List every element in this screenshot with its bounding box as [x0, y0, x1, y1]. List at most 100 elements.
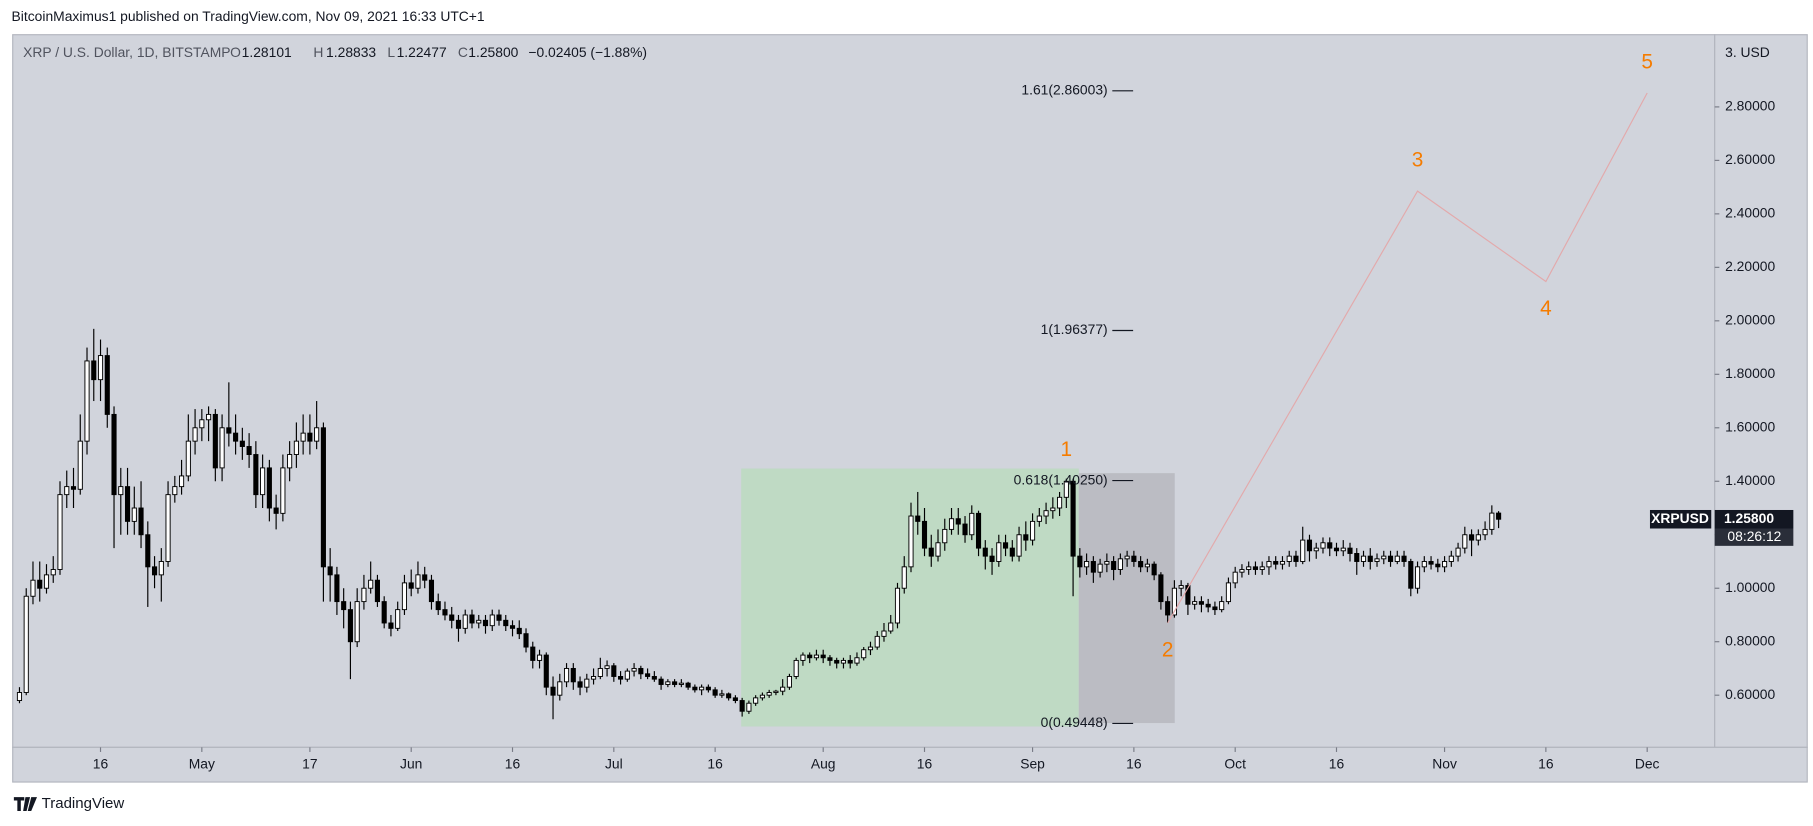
candle-body-down	[226, 427, 232, 434]
candle-body-down	[577, 681, 583, 688]
x-tick-label: Dec	[1635, 755, 1660, 771]
candle-body-up	[489, 614, 495, 627]
candle-body-up	[314, 427, 320, 442]
wave-label: 1	[1061, 438, 1073, 461]
candle-body-down	[726, 693, 732, 699]
candle-body-up	[874, 635, 880, 648]
candle-body-down	[1131, 555, 1137, 562]
candle-body-up	[84, 360, 90, 442]
candle-body-up	[1117, 558, 1123, 570]
candle-body-up	[901, 566, 907, 589]
candle-body-down	[530, 646, 536, 661]
candle-body-down	[327, 566, 333, 576]
candle-body-up	[219, 427, 225, 469]
legend-high-label: H	[313, 44, 323, 60]
candle-body-up	[1414, 566, 1421, 589]
candle-body-down	[834, 659, 840, 664]
candle-body-up	[854, 657, 860, 664]
candle-body-up	[77, 440, 83, 490]
x-tick-label: Jun	[400, 755, 422, 771]
publish-header: BitcoinMaximus1 published on TradingView…	[12, 8, 485, 24]
candle-body-down	[516, 627, 522, 635]
x-tick-label: 16	[917, 755, 933, 771]
candle-body-up	[1016, 534, 1022, 557]
candle-body-up	[1475, 534, 1481, 541]
candle-body-down	[449, 614, 455, 621]
candle-body-up	[1178, 585, 1184, 589]
y-tick-label: 1.80000	[1725, 365, 1775, 381]
candle-body-up	[1320, 542, 1326, 549]
candle-body-up	[43, 574, 50, 589]
candle-body-up	[1144, 563, 1150, 568]
candle-body-up	[563, 667, 570, 683]
candle-body-down	[455, 619, 462, 629]
candle-body-up	[1455, 547, 1461, 557]
candle-body-up	[604, 665, 610, 669]
fib-level-label: 1(1.96377)	[1041, 321, 1108, 337]
x-tick-label: 16	[1329, 755, 1345, 771]
candle-body-down	[1212, 606, 1218, 611]
y-tick-label: 2.80000	[1725, 98, 1775, 114]
legend-close-label: C	[458, 44, 468, 60]
candle-body-up	[293, 440, 299, 455]
candle-body-up	[415, 574, 421, 589]
x-tick-label: May	[189, 755, 215, 771]
candle-body-down	[239, 440, 245, 447]
candle-body-down	[962, 523, 968, 536]
candle-body-down	[1138, 561, 1144, 568]
candle-body-up	[1462, 534, 1468, 549]
legend-close: 1.25800	[468, 44, 518, 60]
candle-body-up	[1063, 480, 1069, 498]
candle-body-down	[1306, 539, 1313, 552]
candle-body-down	[847, 659, 853, 664]
y-tick-label: 2.60000	[1725, 151, 1775, 167]
candle-body-up	[401, 582, 408, 611]
candle-body-up	[1279, 561, 1286, 565]
candle-body-down	[1090, 561, 1096, 573]
y-tick-label: 0.80000	[1725, 632, 1775, 648]
logo-mark	[13, 797, 37, 811]
candle-body-up	[57, 494, 63, 570]
candle-body-up	[881, 630, 887, 637]
candle-body-up	[300, 432, 306, 442]
candle-body-up	[1225, 582, 1231, 603]
candle-body-up	[766, 692, 772, 696]
candle-body-down	[1111, 561, 1117, 570]
candle-body-down	[1401, 555, 1407, 562]
candle-body-up	[395, 609, 401, 629]
candle-body-up	[942, 528, 948, 544]
symbol-tag	[1649, 509, 1712, 529]
candle-body-up	[1239, 569, 1245, 573]
candle-body-down	[570, 667, 576, 683]
candle-body-down	[955, 518, 961, 525]
y-tick-label: 1.40000	[1725, 472, 1775, 488]
candle-body-up	[287, 454, 293, 469]
candle-body-up	[1043, 510, 1049, 517]
candle-body-up	[1259, 566, 1265, 570]
candle-body-down	[307, 432, 313, 442]
candle-body-up	[1442, 561, 1448, 568]
candle-body-down	[982, 547, 988, 557]
candle-body-up	[1232, 571, 1238, 584]
candle-body-down	[1070, 480, 1076, 557]
candle-body-down	[807, 654, 813, 659]
candle-body-up	[1421, 561, 1427, 568]
candle-body-up	[861, 649, 867, 659]
candle-body-down	[921, 520, 928, 549]
candle-body-down	[145, 534, 151, 568]
candle-body-down	[1009, 547, 1015, 557]
candle-body-down	[1002, 542, 1009, 549]
candle-body-down	[1158, 574, 1164, 603]
candle-body-down	[104, 355, 110, 415]
candle-body-up	[97, 355, 104, 381]
candle-body-up	[361, 587, 367, 603]
candle-body-down	[1151, 563, 1157, 576]
x-tick-label: 16	[1538, 755, 1554, 771]
wave-line	[1167, 92, 1648, 624]
candle-body-up	[631, 667, 637, 672]
x-tick-label: 16	[93, 755, 109, 771]
candle-body-down	[1293, 555, 1299, 562]
candle-body-down	[1198, 601, 1204, 605]
legend-change: −0.02405 (−1.88%)	[528, 44, 647, 60]
